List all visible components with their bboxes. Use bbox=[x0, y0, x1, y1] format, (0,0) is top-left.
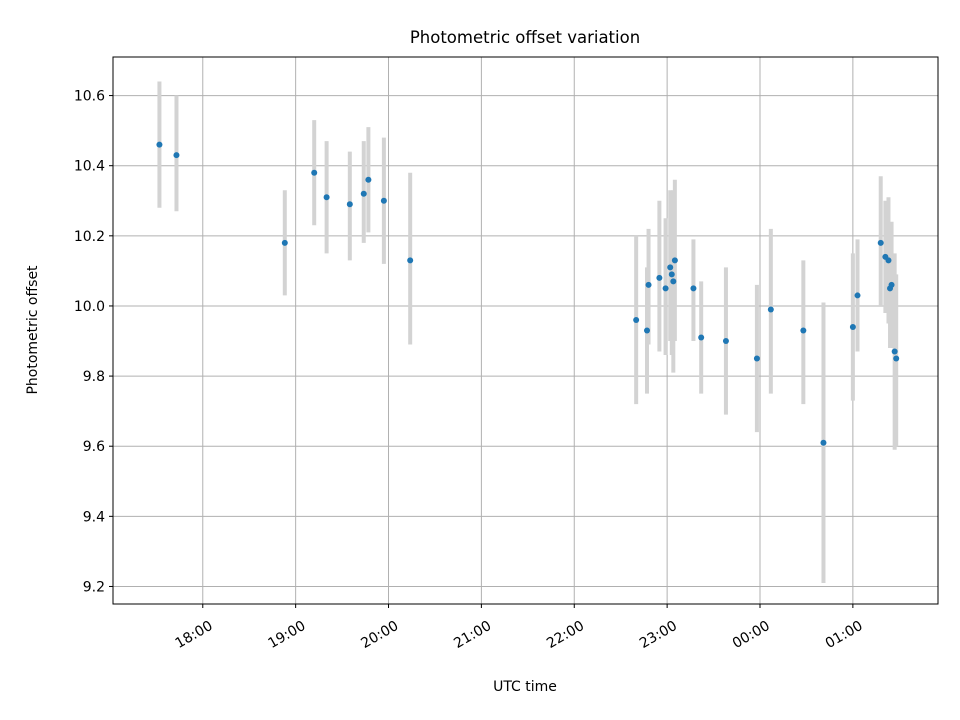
data-point bbox=[173, 152, 180, 159]
data-point bbox=[885, 257, 892, 264]
axis-ticks: 9.2 9.4 9.6 9.8 10.0 10.2 10.4 10.6 18:00 19:00 20… bbox=[74, 89, 866, 652]
data-point bbox=[800, 327, 807, 334]
plot-frame bbox=[112, 56, 939, 605]
y-tick-label: 9.8 bbox=[83, 369, 105, 385]
data-point bbox=[888, 281, 895, 288]
data-point bbox=[281, 239, 288, 246]
data-point bbox=[662, 285, 669, 292]
y-axis-label: Photometric offset bbox=[25, 265, 41, 395]
x-tick-label: 21:00 bbox=[451, 618, 494, 652]
y-tick-label: 9.2 bbox=[83, 579, 105, 595]
data-point bbox=[877, 239, 884, 246]
y-tick-label: 10.0 bbox=[74, 299, 105, 315]
y-tick-label: 10.2 bbox=[74, 229, 105, 245]
chart-title: Photometric offset variation bbox=[410, 28, 640, 47]
y-tick-label: 9.4 bbox=[83, 509, 105, 525]
data-points bbox=[156, 141, 900, 446]
data-point bbox=[671, 257, 678, 264]
data-point bbox=[722, 338, 729, 345]
data-point bbox=[311, 169, 318, 176]
data-point bbox=[854, 292, 861, 299]
data-point bbox=[690, 285, 697, 292]
data-point bbox=[893, 355, 900, 362]
y-tick-label: 10.6 bbox=[74, 89, 105, 105]
data-point bbox=[753, 355, 760, 362]
data-point bbox=[644, 327, 651, 334]
y-tick-label: 10.4 bbox=[74, 159, 105, 175]
x-tick-label: 00:00 bbox=[730, 618, 773, 652]
data-point bbox=[891, 348, 898, 355]
data-point bbox=[633, 316, 640, 323]
x-tick-label: 22:00 bbox=[544, 618, 587, 652]
data-point bbox=[820, 439, 827, 446]
data-point bbox=[670, 278, 677, 285]
data-point bbox=[156, 141, 163, 148]
data-point bbox=[323, 194, 330, 201]
data-point bbox=[698, 334, 705, 341]
data-point bbox=[365, 176, 372, 183]
data-point bbox=[767, 306, 774, 313]
data-point bbox=[668, 271, 675, 278]
y-tick-label: 9.6 bbox=[83, 439, 105, 455]
grid bbox=[113, 57, 938, 604]
data-point bbox=[667, 264, 674, 271]
x-tick-label: 01:00 bbox=[823, 618, 866, 652]
data-point bbox=[645, 281, 652, 288]
data-point bbox=[656, 274, 663, 281]
data-point bbox=[346, 201, 353, 208]
x-tick-label: 20:00 bbox=[358, 618, 401, 652]
x-tick-label: 23:00 bbox=[637, 618, 680, 652]
data-point bbox=[407, 257, 414, 264]
x-tick-label: 18:00 bbox=[173, 618, 216, 652]
data-point bbox=[849, 323, 856, 330]
data-point bbox=[360, 190, 367, 197]
x-axis-label: UTC time bbox=[493, 679, 557, 695]
x-tick-label: 19:00 bbox=[265, 618, 308, 652]
error-bars bbox=[157, 81, 899, 583]
data-point bbox=[380, 197, 387, 204]
